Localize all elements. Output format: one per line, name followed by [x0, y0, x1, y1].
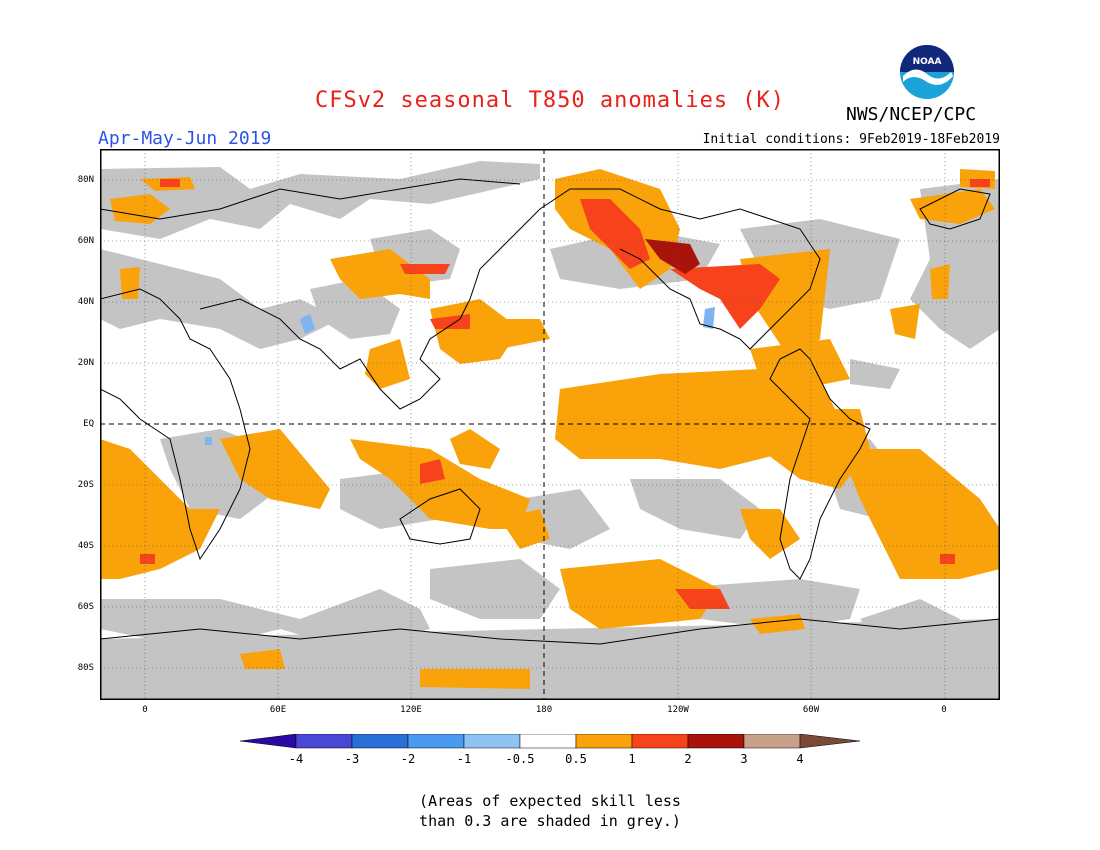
coastlines	[100, 178, 1000, 645]
lat-label: EQ	[83, 419, 94, 429]
skill-note-line1: (Areas of expected skill less	[419, 792, 681, 810]
map-title: CFSv2 seasonal T850 anomalies (K)	[314, 88, 786, 113]
lat-label: 80N	[77, 175, 94, 185]
negative-anomaly-shading	[205, 307, 715, 445]
colorbar-label: -2	[400, 752, 416, 766]
noaa-logo: NOAA	[897, 42, 957, 102]
colorbar-label: -1	[456, 752, 472, 766]
lon-label: 180	[535, 705, 553, 715]
lon-label: 0	[142, 705, 148, 715]
strong-positive-shading	[140, 179, 990, 609]
lat-label: 40N	[77, 297, 94, 307]
initial-conditions: Initial conditions: 9Feb2019-18Feb2019	[702, 132, 1000, 147]
positive-anomaly-shading	[100, 169, 1000, 689]
lat-label: 60N	[77, 236, 94, 246]
colorbar-label: -4	[288, 752, 304, 766]
anomaly-map	[100, 149, 1000, 700]
season-label: Apr-May-Jun 2019	[98, 128, 272, 149]
lon-label: 60E	[269, 705, 287, 715]
svg-text:NOAA: NOAA	[913, 57, 942, 67]
lat-label: 80S	[77, 663, 94, 673]
colorbar	[239, 733, 861, 774]
lat-label: 60S	[77, 602, 94, 612]
equator-dateline	[100, 149, 1000, 700]
colorbar-label: 0.5	[565, 752, 587, 766]
colorbar-label: 2	[684, 752, 692, 766]
colorbar-label: -0.5	[505, 752, 535, 766]
lon-label: 120E	[400, 705, 422, 715]
colorbar-label: 1	[628, 752, 636, 766]
dark-red-shading	[645, 239, 700, 274]
lon-label: 60W	[802, 705, 820, 715]
colorbar-label: -3	[344, 752, 360, 766]
lat-label: 40S	[77, 541, 94, 551]
lon-label: 120W	[667, 705, 689, 715]
lat-label: 20S	[77, 480, 94, 490]
agency-label: NWS/NCEP/CPC	[846, 104, 977, 125]
skill-note-line2: than 0.3 are shaded in grey.)	[419, 812, 681, 830]
colorbar-label: 3	[740, 752, 748, 766]
lon-label: 0	[941, 705, 947, 715]
colorbar-label: 4	[796, 752, 804, 766]
lat-label: 20N	[77, 358, 94, 368]
